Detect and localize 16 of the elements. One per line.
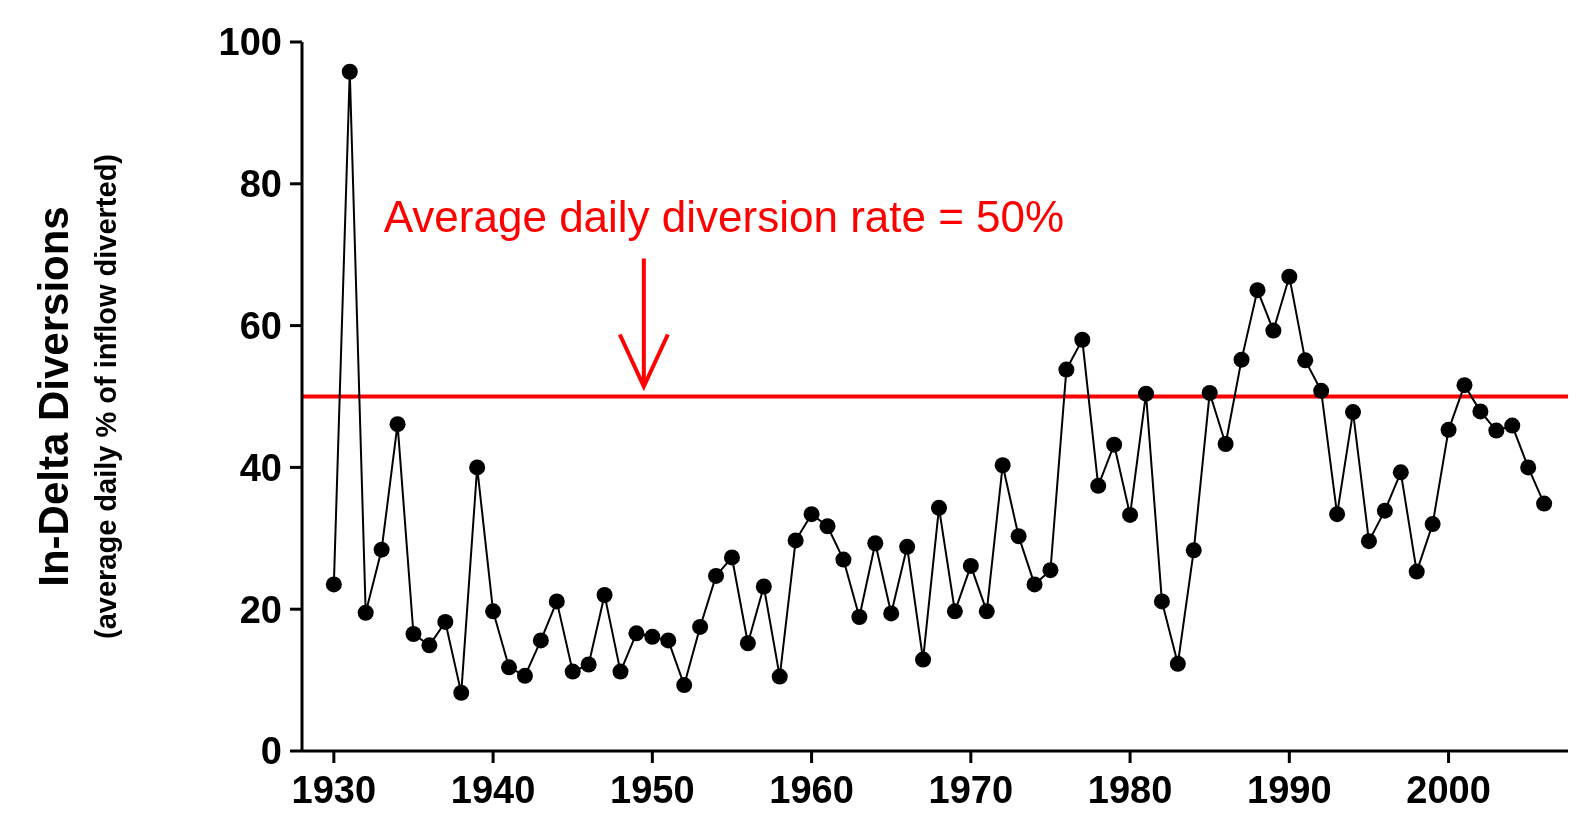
x-tick-label: 1960 xyxy=(769,769,854,811)
y-tick-label: 40 xyxy=(239,446,282,489)
y-tick-label: 20 xyxy=(239,588,282,631)
x-tick-label: 2000 xyxy=(1406,769,1491,811)
y-tick-label: 80 xyxy=(239,163,282,206)
y-tick-label: 60 xyxy=(239,304,282,347)
x-tick-label: 1930 xyxy=(291,769,377,811)
ref-line-label: Average daily diversion rate = 50% xyxy=(383,191,1065,241)
x-tick-label: 1950 xyxy=(610,769,695,811)
x-tick-label: 1970 xyxy=(928,769,1014,811)
x-tick-label: 1940 xyxy=(450,769,536,811)
x-tick-label: 1990 xyxy=(1247,769,1332,811)
x-tick-label: 1980 xyxy=(1087,769,1173,811)
y-axis-title: In-Delta Diversions (average daily % of inflow diverted) xyxy=(30,153,122,640)
y-tick-label: 100 xyxy=(218,21,282,64)
y-tick-label: 0 xyxy=(260,730,282,773)
